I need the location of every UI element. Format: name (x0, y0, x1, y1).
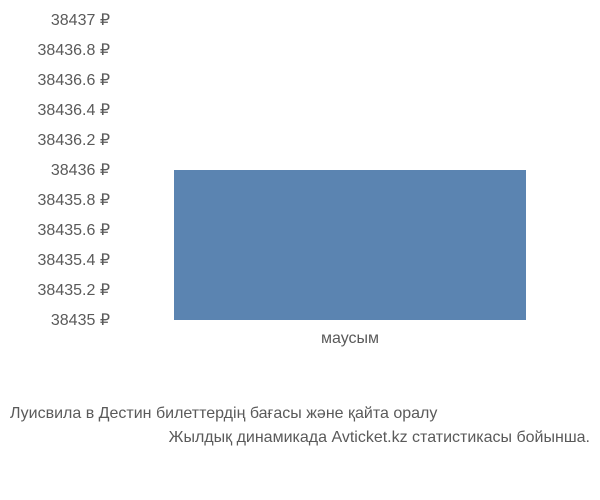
plot-area (130, 20, 570, 320)
y-axis: 38437 ₽38436.8 ₽38436.6 ₽38436.4 ₽38436.… (0, 20, 120, 350)
bar (174, 170, 526, 320)
chart-container: 38437 ₽38436.8 ₽38436.6 ₽38436.4 ₽38436.… (0, 20, 600, 400)
y-tick-label: 38435 ₽ (51, 310, 110, 330)
y-tick-label: 38435.2 ₽ (38, 280, 110, 300)
y-tick-label: 38436.2 ₽ (38, 130, 110, 150)
y-tick-label: 38435.8 ₽ (38, 190, 110, 210)
x-tick-label: маусым (321, 330, 379, 348)
y-tick-label: 38435.4 ₽ (38, 250, 110, 270)
caption-line-2: Жылдық динамикада Avticket.kz статистика… (10, 426, 590, 450)
y-tick-label: 38436.8 ₽ (38, 40, 110, 60)
y-tick-label: 38436.6 ₽ (38, 70, 110, 90)
caption-line-1: Луисвила в Дестин билеттердің бағасы жән… (10, 402, 590, 426)
y-tick-label: 38437 ₽ (51, 10, 110, 30)
y-tick-label: 38435.6 ₽ (38, 220, 110, 240)
y-tick-label: 38436.4 ₽ (38, 100, 110, 120)
y-tick-label: 38436 ₽ (51, 160, 110, 180)
chart-caption: Луисвила в Дестин билеттердің бағасы жән… (10, 402, 590, 450)
